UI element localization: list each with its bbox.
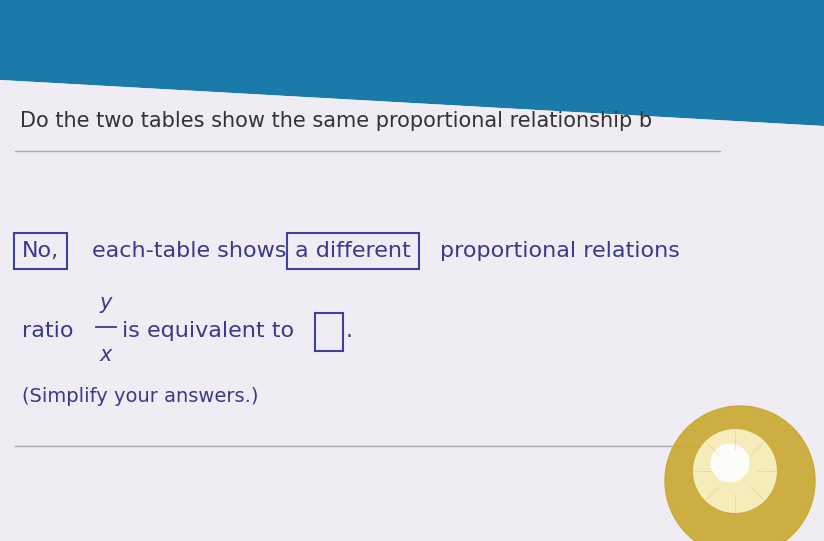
- Circle shape: [694, 430, 776, 512]
- Text: (Simplify your answers.): (Simplify your answers.): [22, 386, 259, 406]
- Text: a different: a different: [295, 241, 410, 261]
- Polygon shape: [0, 0, 824, 126]
- Text: ratio: ratio: [22, 321, 73, 341]
- Polygon shape: [0, 80, 824, 541]
- Text: .: .: [346, 321, 353, 341]
- Text: proportional relations: proportional relations: [440, 241, 680, 261]
- Circle shape: [665, 406, 815, 541]
- Text: is equivalent to: is equivalent to: [122, 321, 294, 341]
- Text: Do the two tables show the same proportional relationship b: Do the two tables show the same proporti…: [20, 111, 652, 131]
- Text: No,: No,: [22, 241, 59, 261]
- Text: each‐table shows: each‐table shows: [92, 241, 287, 261]
- Text: y: y: [100, 293, 112, 313]
- Text: x: x: [100, 345, 112, 365]
- Circle shape: [711, 444, 749, 481]
- FancyBboxPatch shape: [315, 313, 343, 351]
